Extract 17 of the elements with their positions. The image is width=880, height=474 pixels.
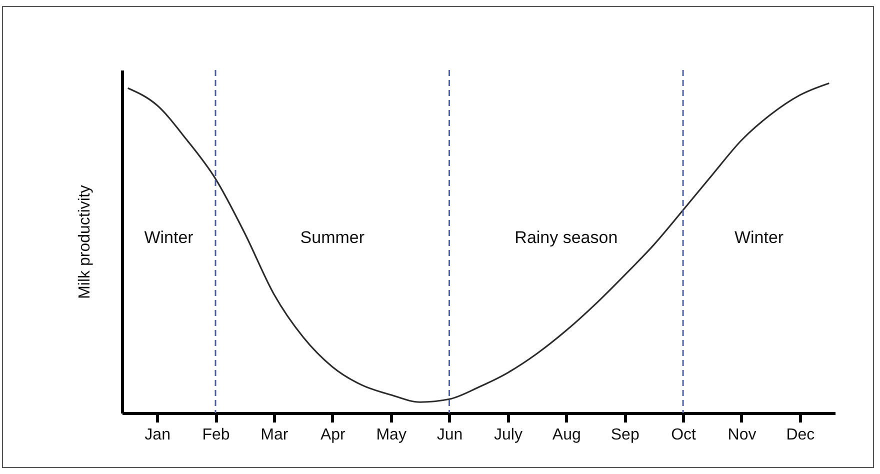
x-tick-label: Dec (786, 426, 815, 444)
y-axis-title: Milk productivity (76, 185, 94, 299)
x-tick-label: Feb (202, 426, 230, 444)
x-tick-label: Mar (260, 426, 289, 444)
x-tick-label: Sep (610, 426, 640, 444)
x-tick-label: May (376, 426, 406, 444)
x-tick-label: Apr (320, 426, 346, 444)
x-tick-label: Nov (728, 426, 756, 444)
x-tick-label: July (494, 426, 522, 444)
x-tick-label: Jan (144, 426, 170, 444)
x-tick-label: Oct (671, 426, 697, 444)
annotation: Winter (144, 228, 194, 248)
annotation: Winter (734, 228, 784, 248)
annotation: Rainy season (514, 228, 618, 248)
annotation: Summer (300, 228, 365, 248)
x-tick-label: Jun (436, 426, 463, 444)
x-tick-label: Aug (552, 426, 581, 444)
